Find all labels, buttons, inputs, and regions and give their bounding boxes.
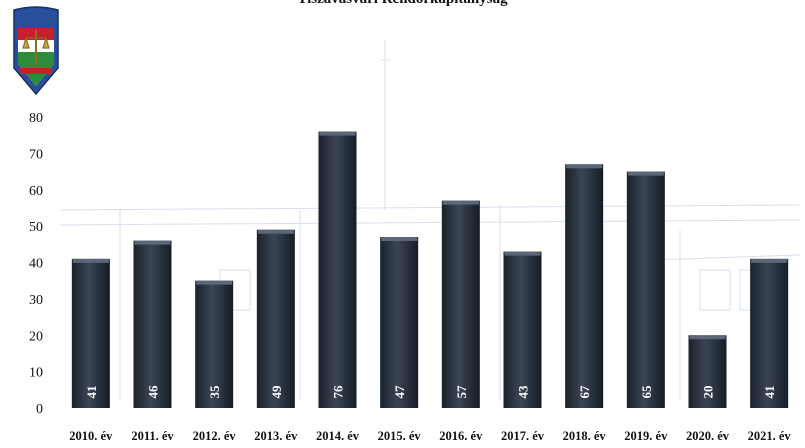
bar bbox=[688, 335, 727, 408]
bar-top-highlight bbox=[627, 171, 664, 176]
bar bbox=[318, 131, 357, 409]
bar-top-highlight bbox=[566, 164, 603, 169]
bar-value-label: 43 bbox=[516, 385, 531, 399]
bar bbox=[565, 164, 604, 408]
y-tick-label: 0 bbox=[36, 402, 43, 417]
bar bbox=[380, 237, 419, 408]
y-tick-label: 40 bbox=[29, 257, 43, 272]
x-category-label: 2011. év bbox=[131, 429, 174, 443]
bar bbox=[71, 258, 110, 408]
y-axis: 0 10 20 30 40 50 60 70 80 bbox=[29, 111, 43, 417]
bar bbox=[626, 171, 665, 408]
y-tick-label: 30 bbox=[29, 293, 43, 308]
x-category-label: 2014. év bbox=[316, 429, 360, 443]
bar-value-label: 46 bbox=[146, 385, 161, 399]
bar-value-label: 57 bbox=[454, 385, 469, 399]
bar bbox=[503, 251, 542, 408]
x-category-label: 2016. év bbox=[439, 429, 483, 443]
background-building-illustration bbox=[59, 40, 801, 400]
bar-value-label: 49 bbox=[269, 385, 284, 399]
bar-top-highlight bbox=[381, 237, 418, 242]
bar-top-highlight bbox=[134, 240, 171, 245]
y-tick-label: 60 bbox=[29, 184, 43, 199]
bar-value-label: 41 bbox=[762, 386, 777, 399]
bars: 41 46 35 49 76 47 57 43 67 65 20 41 bbox=[71, 131, 789, 409]
chart-title: Tiszavasvári Rendőrkapitányság bbox=[0, 0, 805, 8]
bar-value-label: 76 bbox=[331, 385, 346, 399]
bar-value-label: 20 bbox=[701, 386, 716, 399]
bar-value-label: 47 bbox=[392, 385, 407, 399]
bar-top-highlight bbox=[504, 251, 541, 256]
bar-top-highlight bbox=[257, 229, 294, 234]
bar-top-highlight bbox=[689, 335, 726, 340]
police-badge-logo bbox=[13, 6, 59, 96]
x-category-label: 2018. év bbox=[563, 429, 607, 443]
x-category-label: 2017. év bbox=[501, 429, 545, 443]
x-category-label: 2021. év bbox=[748, 429, 792, 443]
bar bbox=[256, 229, 295, 408]
bar bbox=[195, 280, 234, 408]
x-axis: 2010. év 2011. év 2012. év 2013. év 2014. év… bbox=[69, 429, 791, 443]
y-tick-label: 50 bbox=[29, 220, 43, 235]
x-category-label: 2012. év bbox=[193, 429, 237, 443]
bar-top-highlight bbox=[319, 131, 356, 136]
bar-value-label: 41 bbox=[84, 386, 99, 399]
bar-value-label: 67 bbox=[577, 385, 592, 399]
y-tick-label: 80 bbox=[29, 111, 43, 126]
y-tick-label: 10 bbox=[29, 366, 43, 381]
bar-top-highlight bbox=[72, 258, 109, 263]
bar bbox=[441, 200, 480, 408]
x-category-label: 2013. év bbox=[254, 429, 298, 443]
x-category-label: 2020. év bbox=[686, 429, 730, 443]
x-category-label: 2015. év bbox=[378, 429, 422, 443]
bar bbox=[133, 240, 172, 408]
bar-top-highlight bbox=[751, 258, 788, 263]
bar-value-label: 35 bbox=[207, 385, 222, 399]
y-tick-label: 20 bbox=[29, 329, 43, 344]
x-category-label: 2019. év bbox=[624, 429, 668, 443]
bar-top-highlight bbox=[442, 200, 479, 205]
y-tick-label: 70 bbox=[29, 147, 43, 162]
bar-top-highlight bbox=[196, 280, 233, 285]
bar bbox=[750, 258, 789, 408]
bar-value-label: 65 bbox=[639, 385, 654, 399]
x-category-label: 2010. év bbox=[69, 429, 113, 443]
